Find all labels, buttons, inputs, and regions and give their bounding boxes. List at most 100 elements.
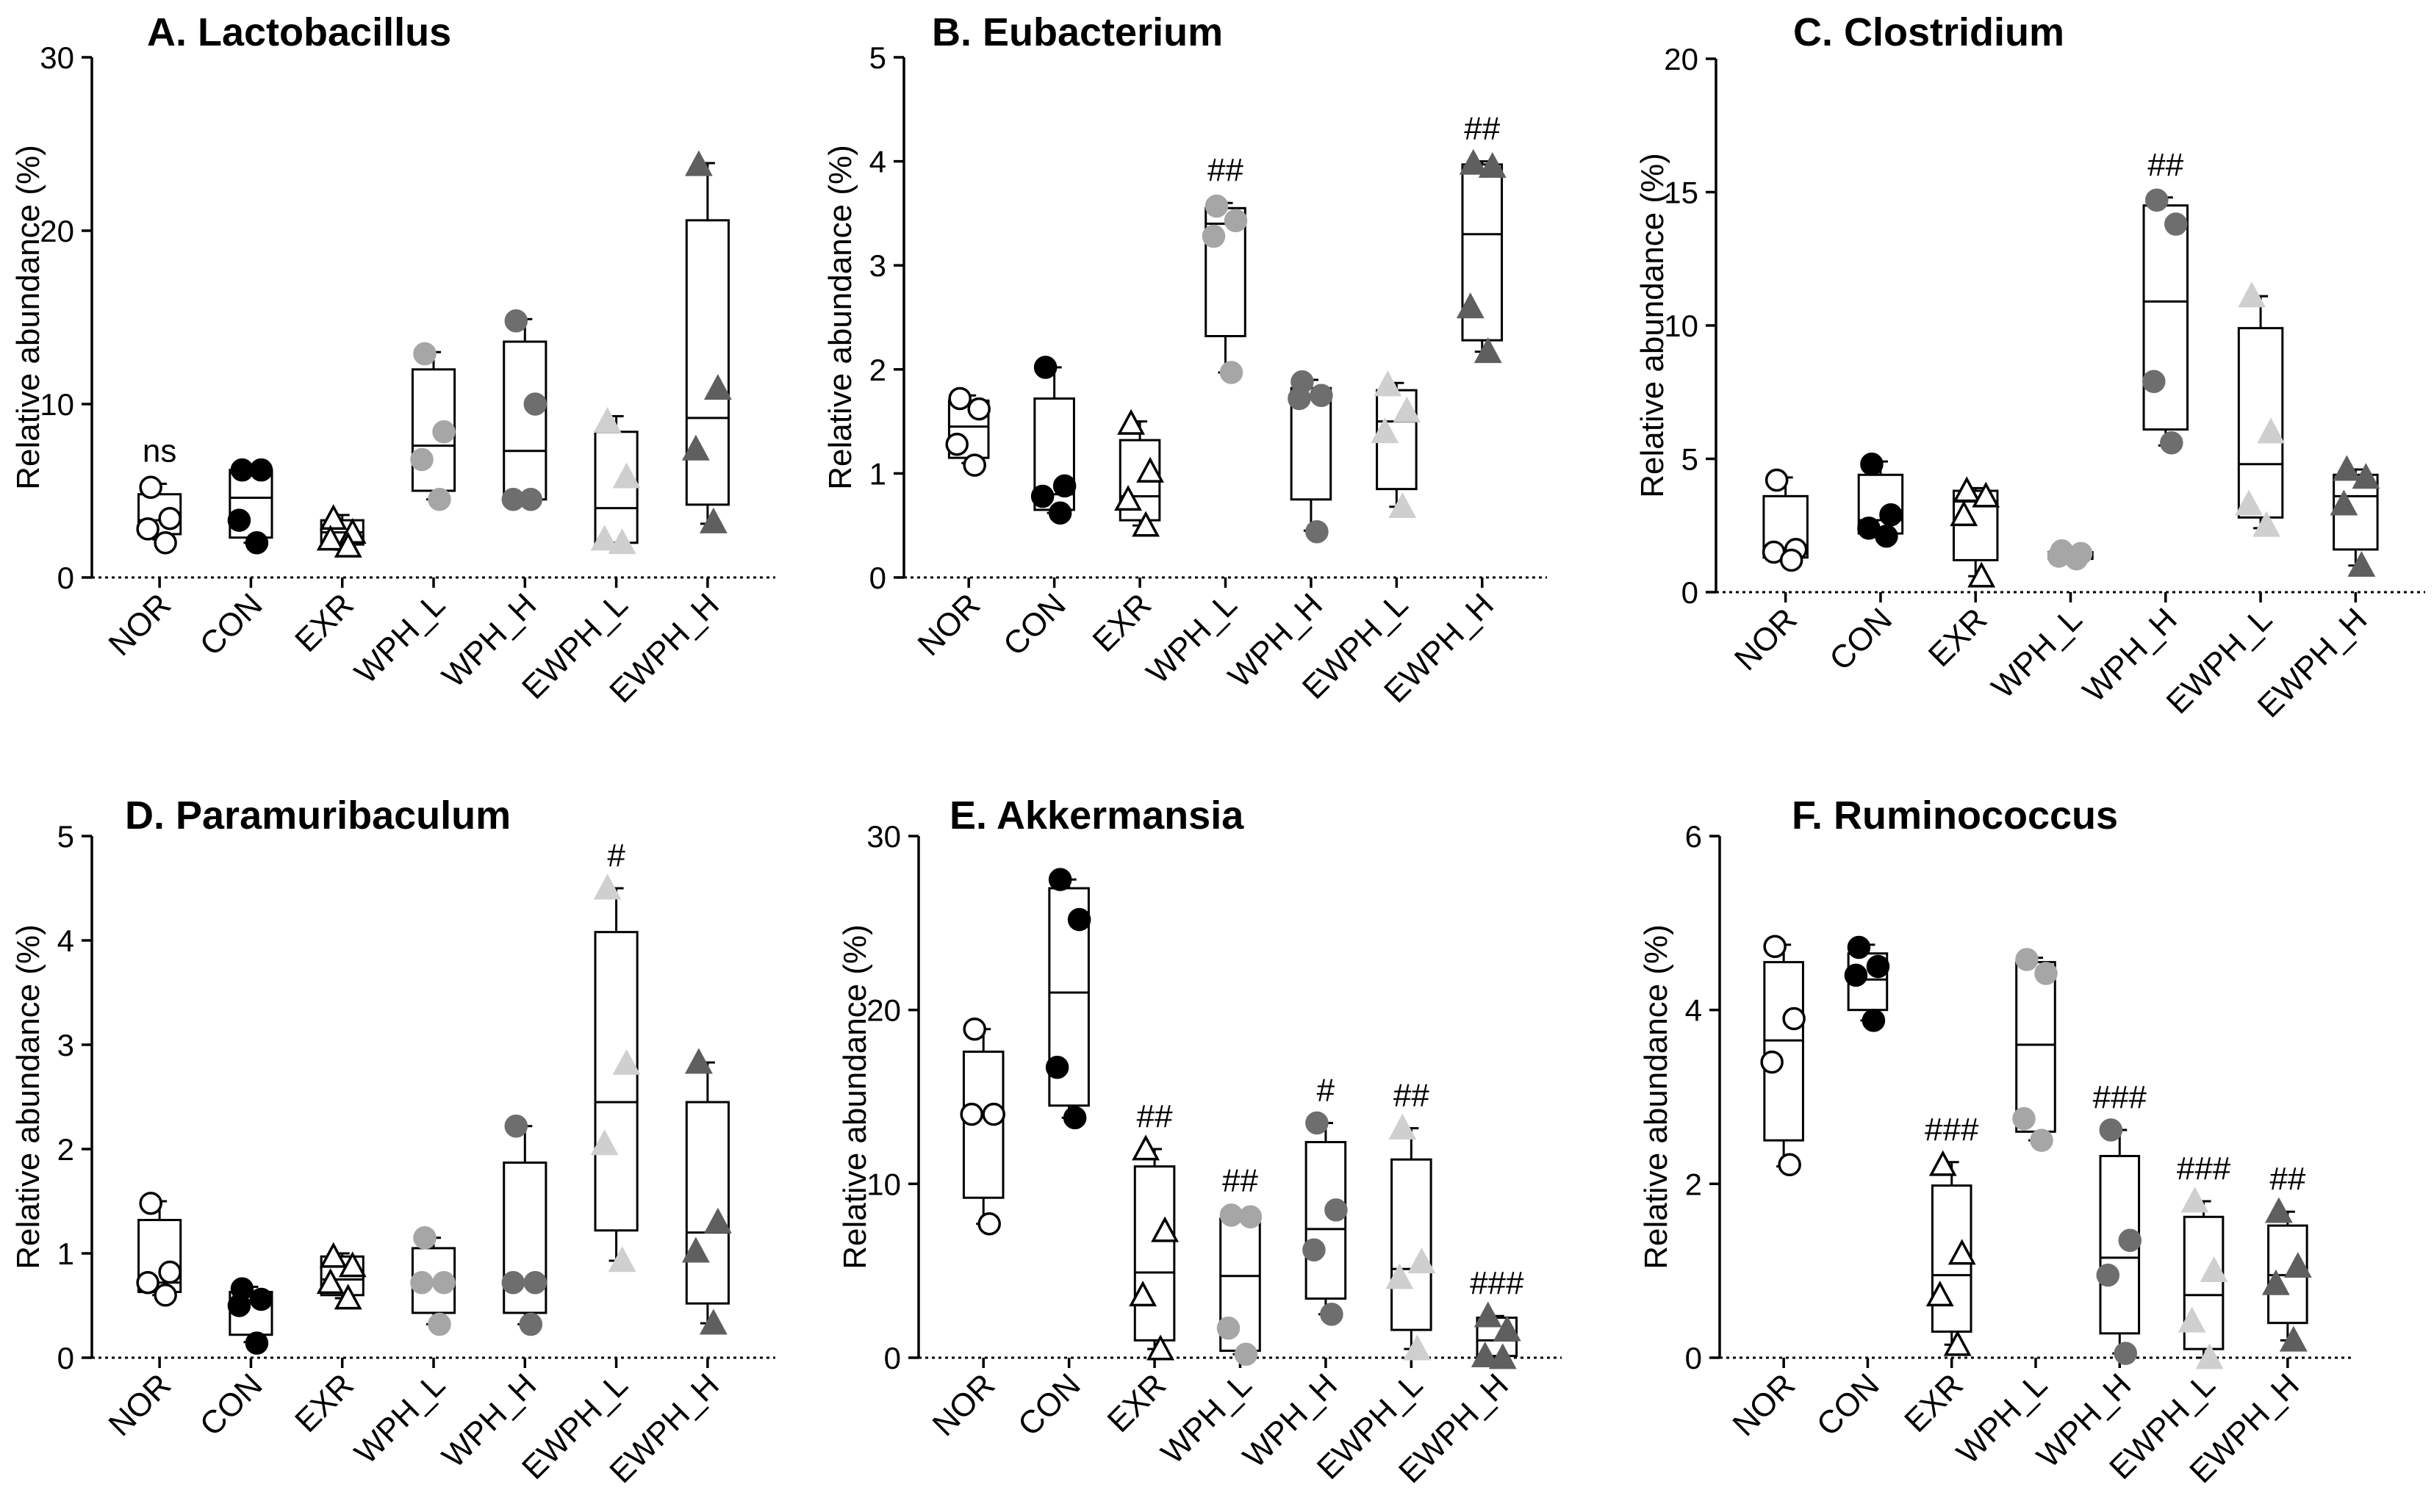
data-point — [519, 1312, 543, 1336]
x-tick-label: NOR — [101, 1367, 178, 1443]
data-point — [2252, 511, 2281, 537]
y-tick-label: 0 — [1685, 1341, 1702, 1375]
data-point — [2099, 1118, 2123, 1142]
y-tick-label: 2 — [57, 1132, 74, 1167]
box-WPH_L: ## — [1202, 152, 1248, 384]
data-point — [2279, 1325, 2308, 1352]
data-point — [523, 1271, 548, 1295]
x-tick-label: NOR — [925, 1367, 1002, 1443]
y-tick-label: 10 — [40, 387, 74, 422]
data-point — [1288, 386, 1311, 411]
data-point — [139, 1192, 162, 1215]
data-point — [158, 507, 182, 530]
box-EWPH_L: # — [590, 838, 641, 1272]
significance-label: ns — [143, 433, 176, 469]
data-point — [519, 488, 543, 511]
data-point — [2180, 1187, 2209, 1213]
data-point — [249, 1287, 273, 1311]
box-WPH_L: ## — [1216, 1163, 1263, 1367]
box-WPH_H — [501, 309, 548, 511]
data-point — [2012, 1106, 2036, 1131]
significance-label: ## — [1137, 1098, 1173, 1134]
y-tick-label: 0 — [869, 561, 886, 595]
x-tick-label: EXR — [1922, 601, 1995, 674]
data-point — [703, 1207, 732, 1234]
data-point — [1493, 1315, 1521, 1342]
data-point — [703, 374, 732, 400]
box-iqr — [685, 1101, 730, 1305]
data-point — [1238, 1205, 1263, 1229]
data-point — [413, 1225, 437, 1250]
significance-label: ### — [2177, 1151, 2231, 1187]
data-point — [1219, 361, 1243, 384]
box-EXR: ## — [1129, 1098, 1180, 1361]
x-tick-label: EXR — [1086, 586, 1159, 659]
data-point — [1847, 935, 1871, 960]
data-point — [413, 342, 437, 366]
data-point — [1473, 1301, 1502, 1328]
y-tick-label: 4 — [869, 145, 886, 179]
data-point — [593, 406, 622, 433]
data-point — [154, 1284, 177, 1307]
y-tick-label: 30 — [40, 40, 74, 75]
panel-title: F. Ruminococcus — [1792, 793, 2118, 838]
x-tick-label: WPH_L — [1985, 601, 2089, 705]
box-iqr — [503, 340, 548, 501]
data-point — [2333, 455, 2361, 481]
box-CON — [1030, 356, 1077, 525]
data-point — [590, 1129, 619, 1156]
data-point — [2261, 1269, 2290, 1295]
data-point — [684, 150, 713, 176]
data-point — [158, 1260, 182, 1284]
y-tick-label: 20 — [866, 993, 901, 1028]
panel-5: E. Akkermansia 0 10 20 30 Relative abundance … — [837, 793, 1562, 1490]
y-tick-label: 15 — [1664, 176, 1698, 210]
data-point — [1374, 370, 1402, 397]
data-point — [684, 1048, 713, 1074]
data-point — [432, 420, 456, 444]
box-EWPH_L: ### — [2177, 1151, 2231, 1369]
data-point — [1045, 1056, 1069, 1079]
x-tick-label: NOR — [1726, 1367, 1802, 1443]
box-NOR: ns — [136, 433, 182, 555]
box-iqr — [2237, 327, 2284, 519]
data-point — [1782, 1007, 1806, 1031]
x-tick-label: NOR — [911, 586, 987, 663]
y-axis-label: Relative abundance (%) — [822, 145, 858, 490]
data-point — [227, 508, 251, 532]
significance-label: ## — [1222, 1163, 1258, 1199]
data-point — [1151, 1216, 1180, 1242]
data-point — [1202, 224, 1226, 248]
data-point — [1224, 209, 1248, 233]
y-tick-label: 6 — [1685, 819, 1702, 854]
box-WPH_L — [2047, 539, 2094, 571]
data-point — [1928, 1150, 1957, 1176]
box-CON — [1857, 453, 1904, 548]
data-point — [1205, 194, 1229, 218]
box-CON — [227, 458, 273, 555]
data-point — [2257, 417, 2286, 444]
box-EWPH_H — [2330, 455, 2380, 577]
data-point — [249, 458, 273, 482]
data-point — [1925, 1281, 1954, 1307]
y-tick-label: 3 — [869, 248, 886, 283]
data-point — [1234, 1342, 1258, 1367]
box-EXR — [316, 504, 367, 558]
data-point — [2347, 551, 2376, 577]
data-point — [1388, 492, 1417, 519]
data-point — [1862, 1009, 1886, 1032]
box-iqr — [2183, 1215, 2225, 1350]
panel-4: D. Paramuribaculum 0 1 2 3 4 5 Relative abundan… — [10, 793, 775, 1490]
panel-6: F. Ruminococcus 0 2 4 6 Relative abundance (%… — [1638, 793, 2352, 1490]
x-tick-label: CON — [193, 586, 270, 663]
data-point — [1875, 525, 1898, 548]
data-point — [2030, 1128, 2053, 1152]
box-iqr — [1048, 887, 1090, 1107]
y-tick-label: 20 — [1664, 42, 1698, 76]
data-point — [428, 488, 451, 511]
box-iqr — [2142, 204, 2189, 431]
data-point — [1310, 384, 1333, 407]
data-point — [608, 528, 636, 555]
data-point — [2164, 212, 2188, 236]
data-point — [1879, 503, 1903, 527]
